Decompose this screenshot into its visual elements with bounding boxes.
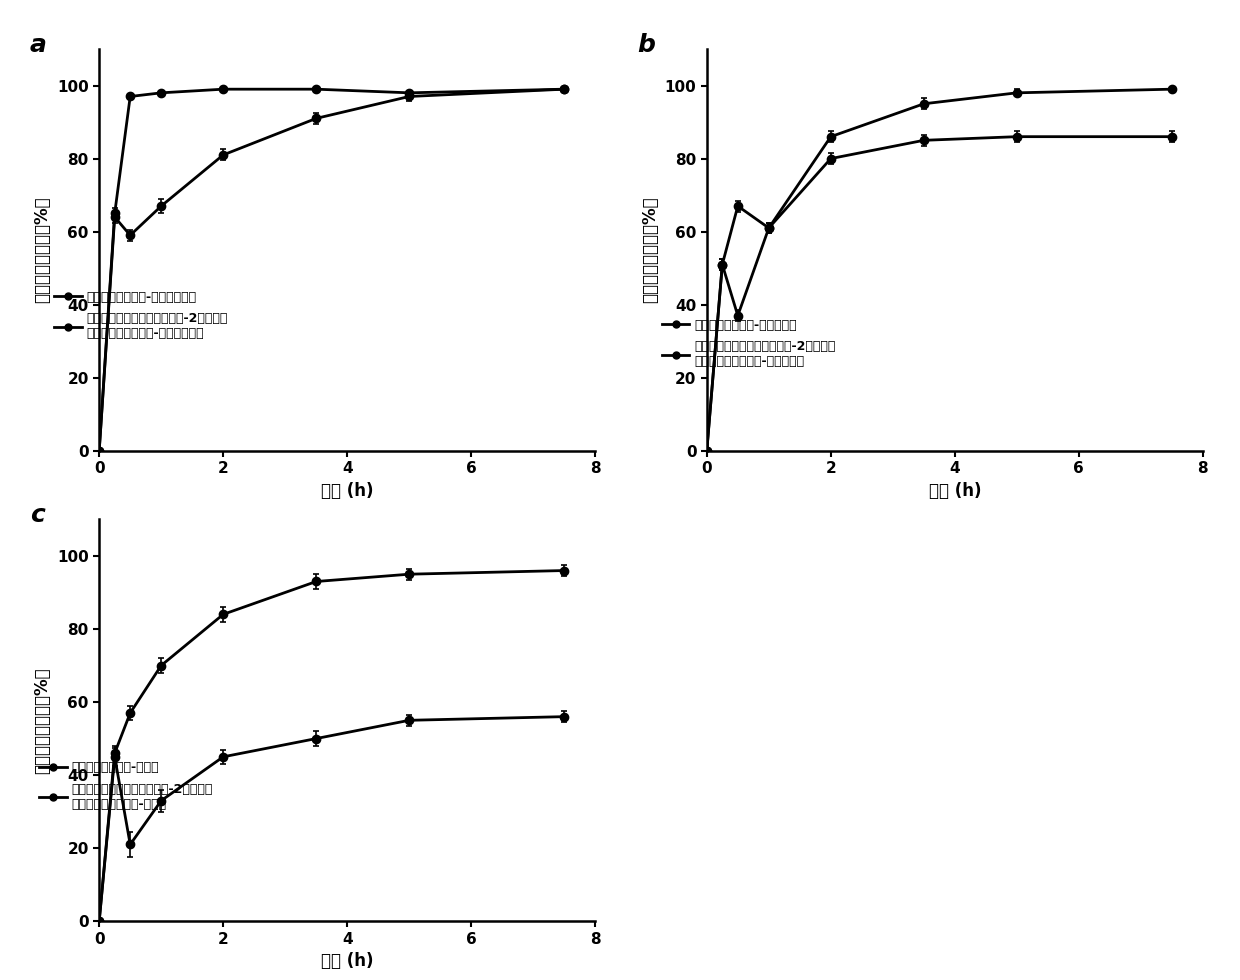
X-axis label: 时间 (h): 时间 (h) [321, 482, 373, 500]
Y-axis label: 亚甲基蓝清除率（%）: 亚甲基蓝清除率（%） [33, 667, 52, 773]
Y-axis label: 亚甲基蓝清除率（%）: 亚甲基蓝清除率（%） [33, 197, 52, 303]
Legend: 活性炭（亚甲基蓝-磷酸缓冲液）, 带有罧基甜菜砖甲基丙烯酸酩-2包埋材料
的活性炭（亚甲基蓝-磷酸缓冲液）: 活性炭（亚甲基蓝-磷酸缓冲液）, 带有罧基甜菜砖甲基丙烯酸酩-2包埋材料 的活性… [51, 287, 232, 344]
Text: c: c [30, 504, 45, 527]
X-axis label: 时间 (h): 时间 (h) [321, 953, 373, 970]
Y-axis label: 亚甲基蓝清除率（%）: 亚甲基蓝清除率（%） [641, 197, 660, 303]
X-axis label: 时间 (h): 时间 (h) [929, 482, 981, 500]
Text: a: a [30, 33, 47, 57]
Legend: 活性炭（亚甲基蓝-血清）, 带有罧基甜菜砖甲基丙烯酸酩-2包埋材料
的活性炭（亚甲基蓝-血清）: 活性炭（亚甲基蓝-血清）, 带有罧基甜菜砖甲基丙烯酸酩-2包埋材料 的活性炭（亚… [36, 758, 217, 814]
Legend: 活性炭（亚甲基蓝-蛋白溶液）, 带有罧基甜菜砖甲基丙烯酸酩-2包埋材料
的活性炭（亚甲基蓝-蛋白溶液）: 活性炭（亚甲基蓝-蛋白溶液）, 带有罧基甜菜砖甲基丙烯酸酩-2包埋材料 的活性炭… [658, 315, 839, 372]
Text: b: b [637, 33, 655, 57]
